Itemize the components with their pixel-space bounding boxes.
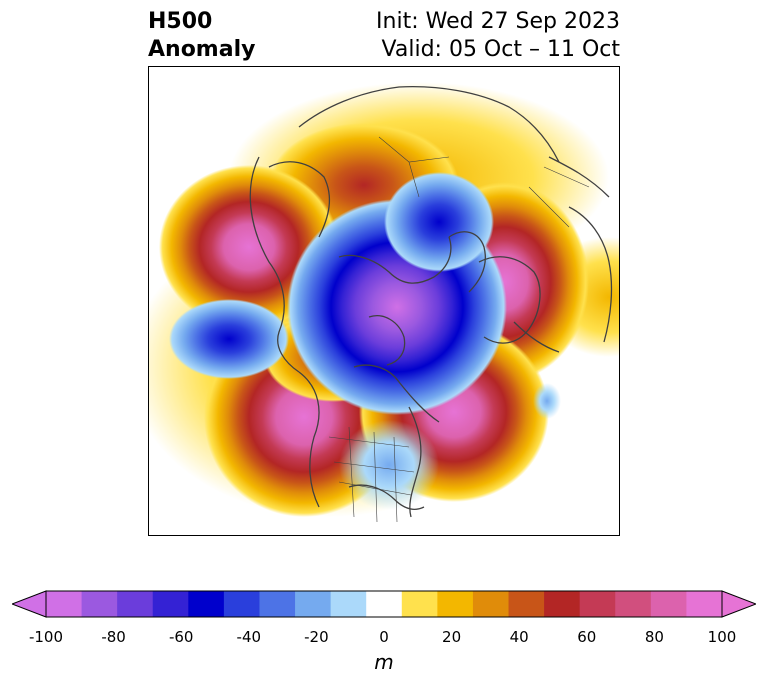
colorbar-extend-high xyxy=(721,590,756,618)
colorbar-tick-label: 100 xyxy=(707,628,737,646)
colorbar-swatch xyxy=(223,591,260,617)
anomaly-low-eastern-us xyxy=(339,420,439,510)
colorbar-tick-label: -100 xyxy=(28,628,64,646)
political-borders xyxy=(328,136,590,523)
colorbar-swatch xyxy=(188,591,225,617)
colorbar-tick-label: -80 xyxy=(101,628,126,646)
colorbar-swatch xyxy=(508,591,545,617)
map-panel xyxy=(148,66,620,536)
colorbar xyxy=(12,590,756,618)
colorbar-swatch xyxy=(46,591,83,617)
colorbar-swatch xyxy=(686,591,723,617)
colorbar-swatch xyxy=(544,591,581,617)
colorbar-swatch xyxy=(437,591,474,617)
anomaly-low-atlantic-small xyxy=(533,383,561,419)
colorbar-extend-low xyxy=(12,590,47,618)
colorbar-swatch xyxy=(401,591,438,617)
colorbar-swatch xyxy=(366,591,403,617)
colorbar-swatch xyxy=(117,591,154,617)
valid-period: Valid: 05 Oct – 11 Oct xyxy=(381,37,620,62)
colorbar-swatch xyxy=(295,591,332,617)
colorbar-tick-label: 80 xyxy=(644,628,664,646)
title-right: Init: Wed 27 Sep 2023 Valid: 05 Oct – 11… xyxy=(376,8,620,64)
title-left: H500 Anomaly xyxy=(148,8,255,64)
colorbar-tick-label: 20 xyxy=(442,628,462,646)
colorbar-tick-label: -20 xyxy=(304,628,329,646)
colorbar-outline xyxy=(45,590,723,618)
colorbar-swatch xyxy=(259,591,296,617)
colorbar-swatch xyxy=(330,591,367,617)
anomaly-low-alaska xyxy=(169,299,289,379)
colorbar-swatch xyxy=(579,591,616,617)
colorbar-swatch xyxy=(81,591,118,617)
colorbar-tick-label: -40 xyxy=(236,628,262,646)
anomaly-map xyxy=(149,82,619,523)
colorbar-unit-label: m xyxy=(374,650,394,674)
colorbar-tick-label: -60 xyxy=(168,628,194,646)
colorbar-tick-label: 0 xyxy=(379,628,389,646)
colorbar-swatch xyxy=(650,591,687,617)
title-field: H500 xyxy=(148,9,213,34)
coastlines xyxy=(249,86,613,518)
colorbar-swatch xyxy=(615,591,652,617)
anomaly-low-arctic-lobe xyxy=(384,172,494,272)
colorbar-tick-label: 60 xyxy=(577,628,597,646)
colorbar-swatches xyxy=(46,591,723,617)
colorbar-swatch xyxy=(472,591,510,617)
init-time: Init: Wed 27 Sep 2023 xyxy=(376,9,620,34)
colorbar-swatch xyxy=(152,591,189,617)
colorbar-tick-label: 40 xyxy=(509,628,529,646)
title-product: Anomaly xyxy=(148,37,256,62)
